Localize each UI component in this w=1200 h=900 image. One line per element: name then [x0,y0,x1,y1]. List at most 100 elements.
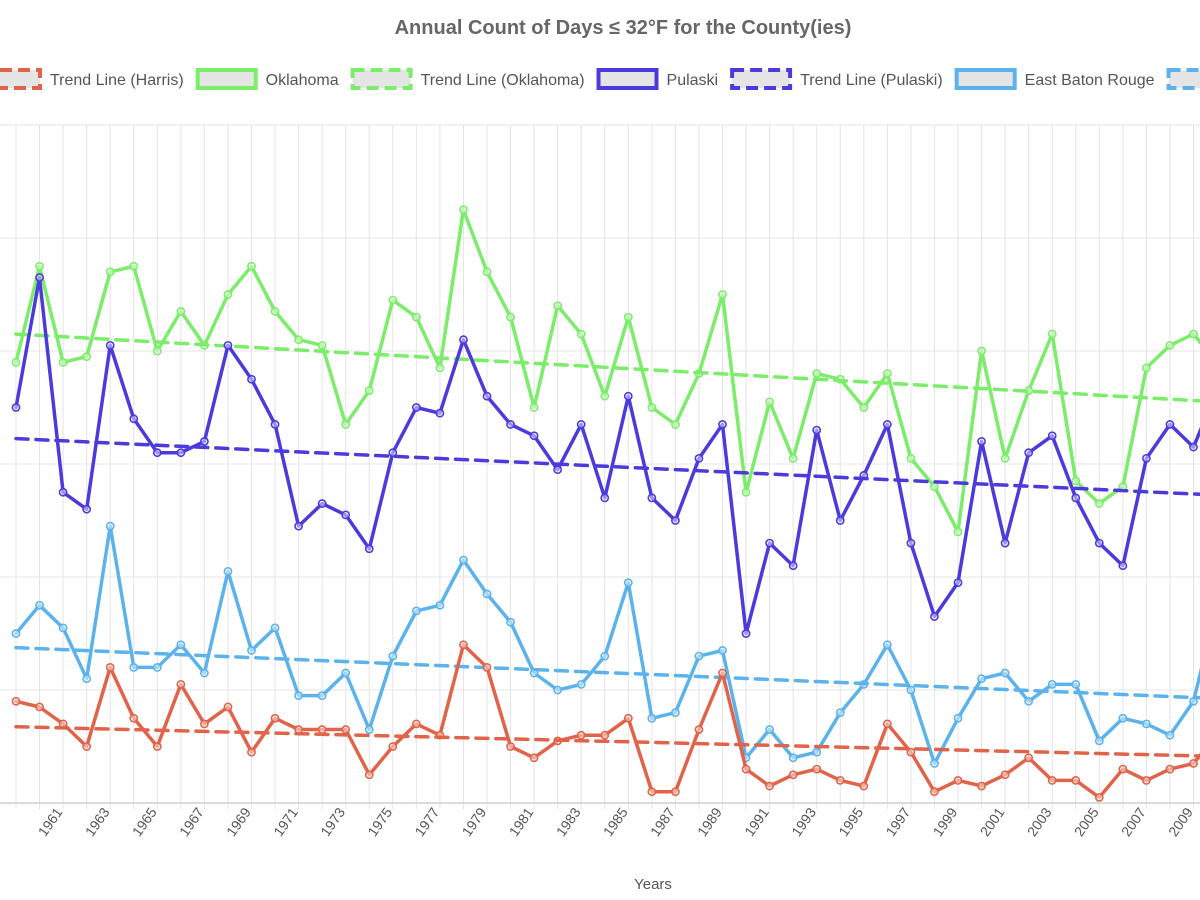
data-point-east-baton-rouge[interactable] [82,674,92,684]
data-point-harris[interactable] [930,787,939,797]
data-point-harris[interactable] [576,730,586,740]
data-point-east-baton-rouge[interactable] [341,668,351,678]
data-point-oklahoma[interactable] [553,301,563,311]
data-point-east-baton-rouge[interactable] [553,685,563,695]
data-point-harris[interactable] [1142,776,1151,785]
data-point-pulaski[interactable] [741,629,751,638]
data-point-pulaski[interactable] [930,612,939,621]
data-point-east-baton-rouge[interactable] [364,725,374,734]
data-point-pulaski[interactable] [58,487,68,497]
data-point-oklahoma[interactable] [882,369,892,378]
data-point-harris[interactable] [1047,776,1057,785]
data-point-oklahoma[interactable] [435,363,445,373]
data-point-harris[interactable] [270,713,280,723]
data-point-pulaski[interactable] [553,465,563,475]
data-point-east-baton-rouge[interactable] [35,600,44,610]
data-point-oklahoma[interactable] [1165,340,1175,350]
legend-item-east-baton-rouge[interactable]: East Baton Rouge [954,68,1155,90]
data-point-harris[interactable] [317,725,327,734]
data-point-pulaski[interactable] [435,408,445,418]
legend-item-trend-line-harris[interactable]: Trend Line (Harris) [0,68,184,90]
data-point-oklahoma[interactable] [953,527,963,537]
data-point-harris[interactable] [859,781,869,791]
data-point-oklahoma[interactable] [576,329,586,339]
data-point-pulaski[interactable] [388,448,398,458]
data-point-east-baton-rouge[interactable] [623,578,633,588]
data-point-pulaski[interactable] [364,544,374,554]
data-point-east-baton-rouge[interactable] [1142,719,1151,729]
data-point-harris[interactable] [1000,770,1010,780]
data-point-oklahoma[interactable] [930,482,939,491]
data-point-pulaski[interactable] [718,420,727,429]
data-point-east-baton-rouge[interactable] [506,617,515,627]
data-point-oklahoma[interactable] [647,403,657,412]
data-point-pulaski[interactable] [411,403,421,412]
data-point-pulaski[interactable] [812,425,822,435]
data-point-oklahoma[interactable] [977,346,986,356]
data-point-oklahoma[interactable] [58,357,68,367]
data-point-oklahoma[interactable] [1142,363,1151,373]
data-point-pulaski[interactable] [247,374,256,384]
data-point-east-baton-rouge[interactable] [765,725,774,734]
data-point-oklahoma[interactable] [35,261,44,271]
data-point-oklahoma[interactable] [788,453,798,463]
data-point-pulaski[interactable] [223,340,233,350]
data-point-pulaski[interactable] [1118,561,1128,571]
data-point-harris[interactable] [482,663,492,672]
data-point-pulaski[interactable] [835,516,845,525]
data-point-east-baton-rouge[interactable] [812,747,822,757]
data-point-pulaski[interactable] [1165,420,1175,429]
data-point-harris[interactable] [741,764,751,774]
data-point-oklahoma[interactable] [152,346,162,356]
data-point-east-baton-rouge[interactable] [411,606,421,616]
data-point-east-baton-rouge[interactable] [671,708,680,717]
data-point-pulaski[interactable] [529,431,539,441]
data-point-oklahoma[interactable] [459,205,468,215]
data-point-oklahoma[interactable] [812,369,822,378]
data-point-pulaski[interactable] [1047,431,1057,441]
data-point-harris[interactable] [35,702,44,712]
data-point-east-baton-rouge[interactable] [1024,696,1034,706]
data-point-pulaski[interactable] [576,420,586,429]
data-point-pulaski[interactable] [906,538,916,548]
data-point-east-baton-rouge[interactable] [1165,730,1175,740]
legend-item-trend-line-pulaski[interactable]: Trend Line (Pulaski) [730,68,943,90]
data-point-harris[interactable] [388,742,398,751]
data-point-oklahoma[interactable] [270,307,280,316]
data-point-harris[interactable] [694,725,704,734]
data-point-harris[interactable] [1071,776,1081,785]
data-point-pulaski[interactable] [953,578,963,588]
data-point-harris[interactable] [129,713,139,723]
data-point-pulaski[interactable] [11,403,21,412]
data-point-pulaski[interactable] [270,420,280,429]
data-point-harris[interactable] [364,770,374,780]
data-point-pulaski[interactable] [623,391,633,401]
data-point-harris[interactable] [506,742,515,751]
data-point-east-baton-rouge[interactable] [576,679,586,689]
data-point-east-baton-rouge[interactable] [718,646,727,655]
data-point-pulaski[interactable] [882,420,892,429]
data-point-pulaski[interactable] [129,414,139,424]
data-point-pulaski[interactable] [152,448,162,458]
data-point-east-baton-rouge[interactable] [317,691,327,701]
data-point-pulaski[interactable] [600,493,610,503]
data-point-east-baton-rouge[interactable] [270,623,280,633]
data-point-east-baton-rouge[interactable] [129,663,139,672]
data-point-harris[interactable] [82,742,92,751]
data-point-harris[interactable] [906,747,916,757]
data-point-harris[interactable] [718,668,727,678]
data-point-east-baton-rouge[interactable] [882,640,892,650]
data-point-pulaski[interactable] [1189,442,1198,452]
data-point-east-baton-rouge[interactable] [788,753,798,763]
data-point-harris[interactable] [11,696,21,706]
data-point-harris[interactable] [1165,764,1175,774]
data-point-oklahoma[interactable] [247,261,256,271]
data-point-east-baton-rouge[interactable] [482,589,492,599]
data-point-east-baton-rouge[interactable] [388,651,398,661]
data-point-oklahoma[interactable] [623,312,633,322]
data-point-harris[interactable] [223,702,233,712]
data-point-oklahoma[interactable] [388,295,398,305]
data-point-pulaski[interactable] [765,538,774,548]
data-point-harris[interactable] [835,776,845,785]
data-point-harris[interactable] [788,770,798,780]
